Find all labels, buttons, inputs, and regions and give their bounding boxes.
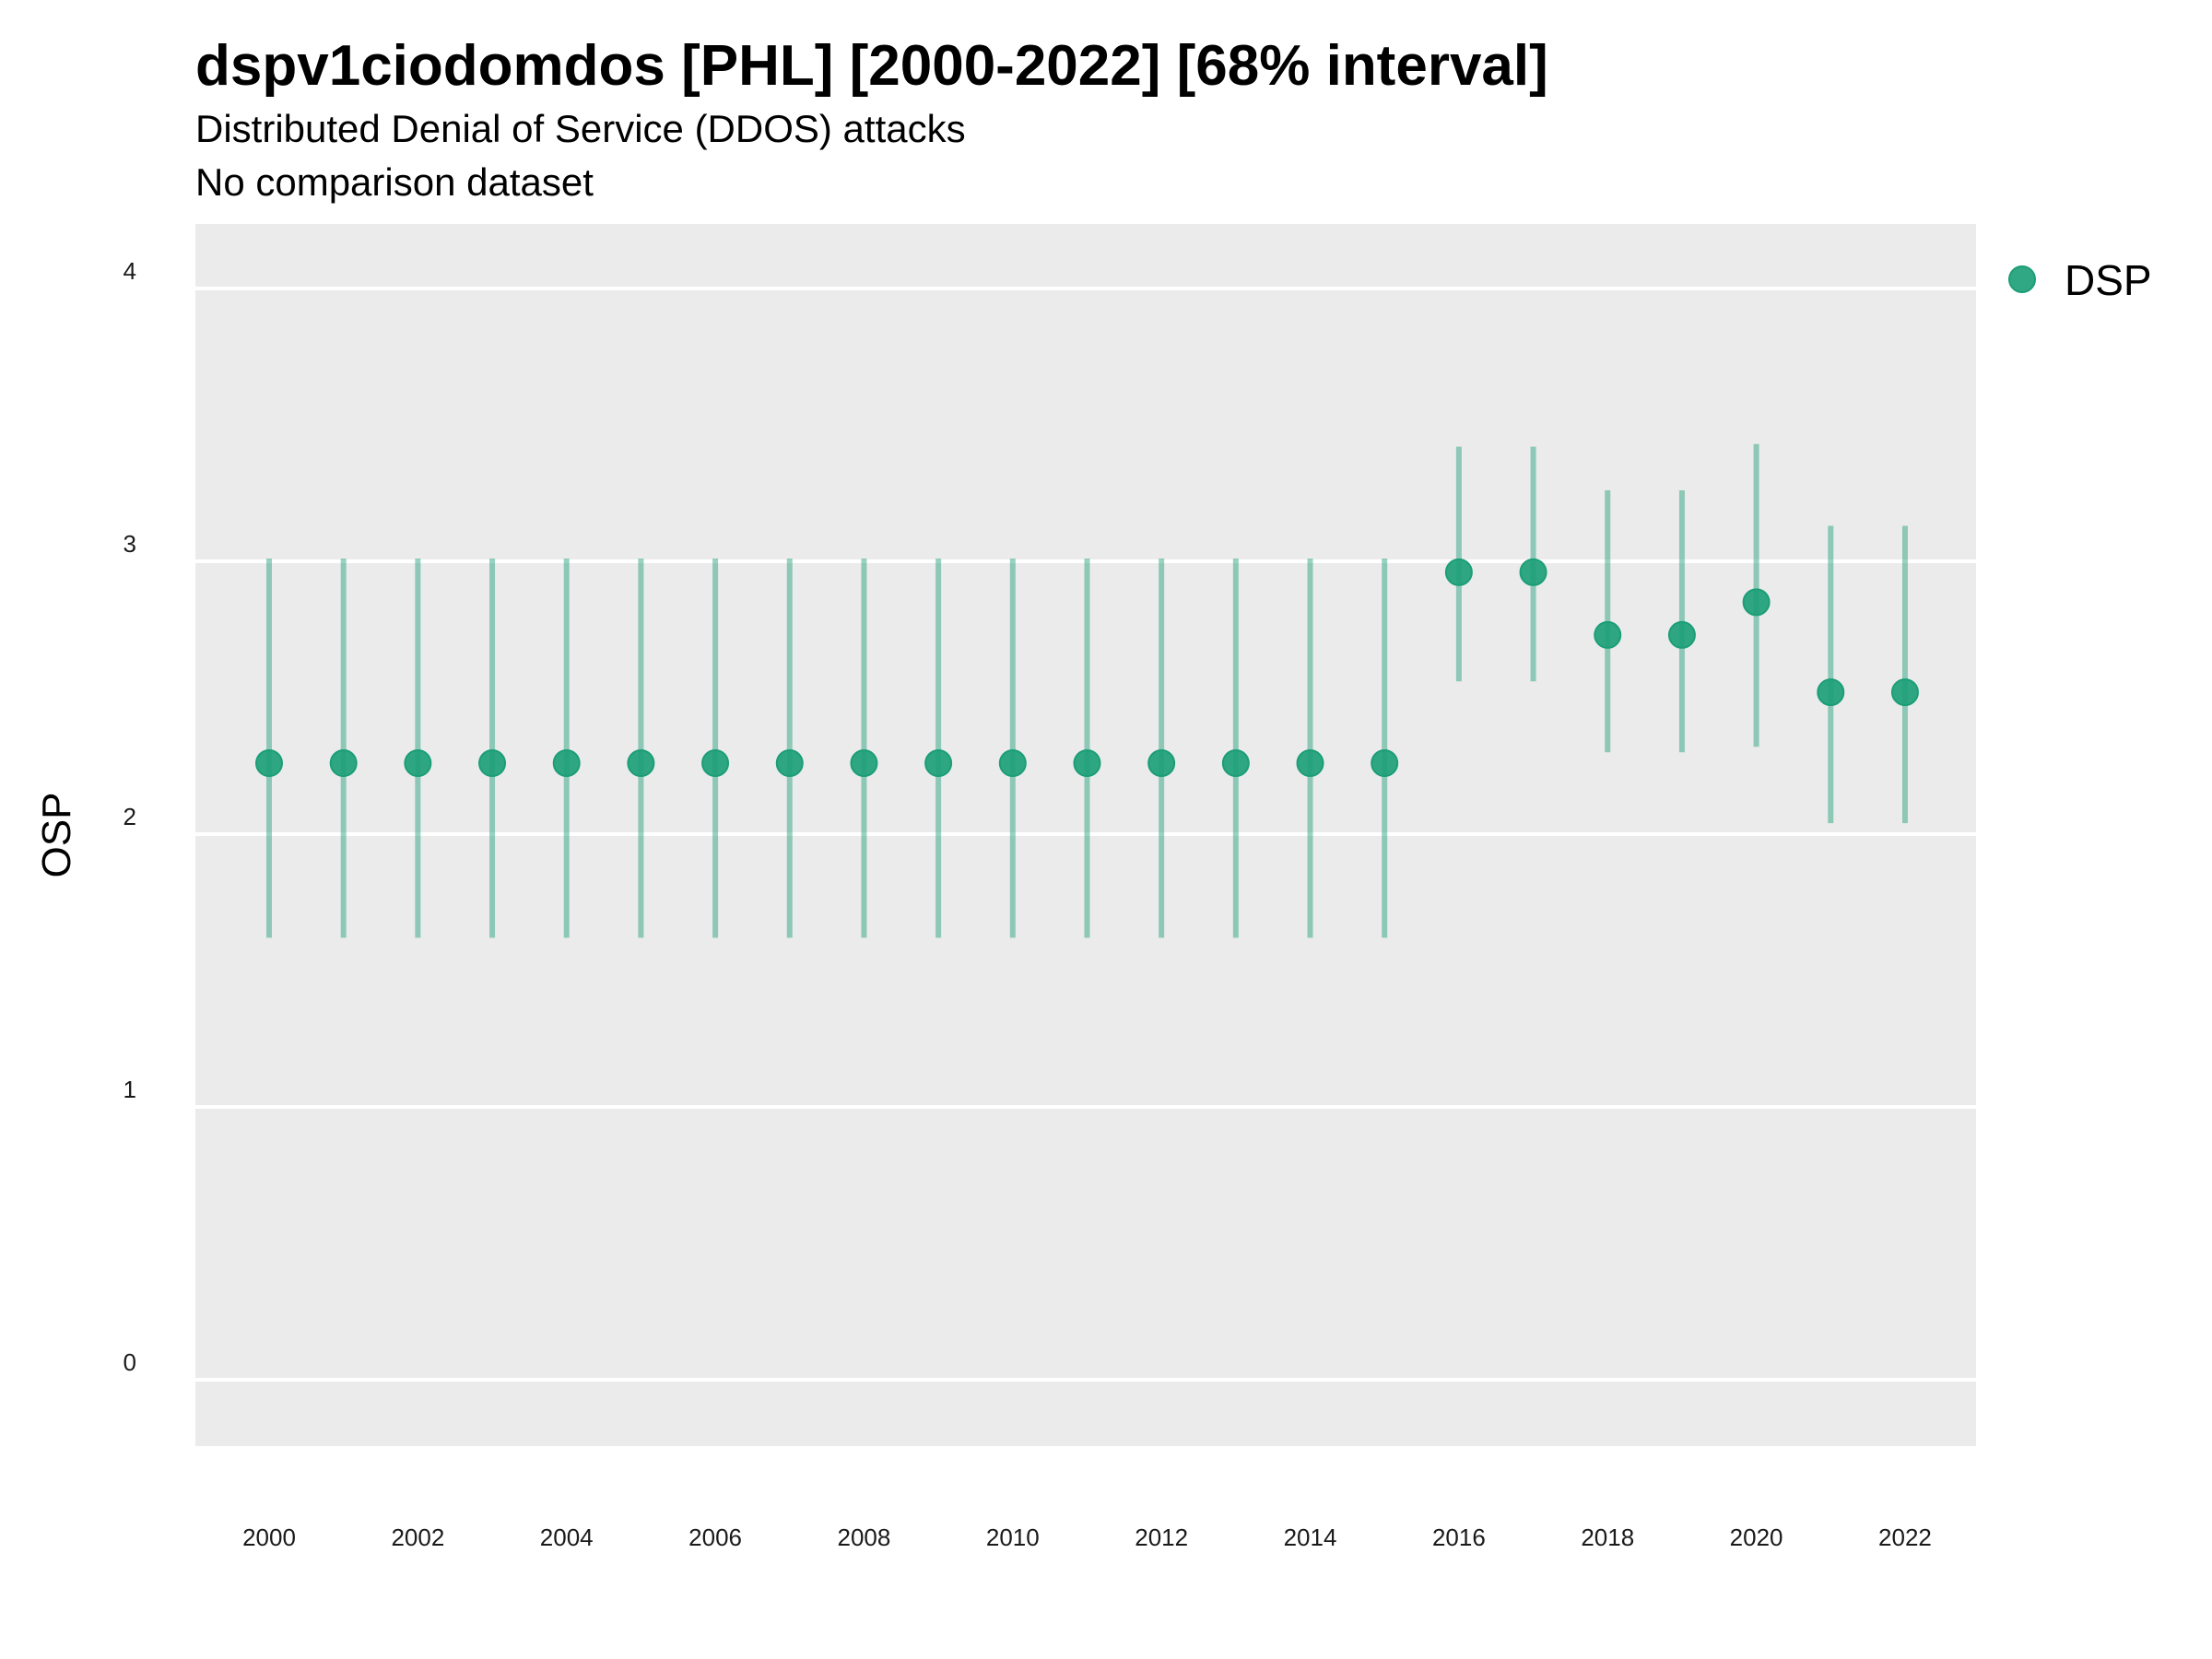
grid-lines [195, 287, 1976, 1382]
data-point-2019 [1667, 620, 1696, 649]
data-point-2022 [1890, 678, 1919, 707]
x-tick-label: 2004 [540, 1524, 594, 1551]
data-point-2012 [1147, 749, 1176, 778]
x-axis-ticks: 2000 2002 2004 2006 2008 2010 2012 2014 2016 2018… [242, 1524, 1932, 1551]
y-tick-label: 0 [124, 1348, 136, 1376]
x-tick-label: 2002 [391, 1524, 444, 1551]
data-point-2021 [1817, 678, 1845, 707]
y-tick-label: 3 [124, 530, 136, 558]
legend-label-dsp: DSP [2065, 256, 2152, 304]
x-tick-label: 2008 [838, 1524, 891, 1551]
y-axis-title: OSP [34, 793, 79, 878]
data-point-2004 [552, 749, 581, 778]
x-tick-label: 2006 [688, 1524, 742, 1551]
data-point-2002 [404, 749, 432, 778]
data-point-2001 [329, 749, 358, 778]
x-tick-label: 2014 [1284, 1524, 1337, 1551]
data-point-2016 [1444, 558, 1473, 586]
data-point-2005 [627, 749, 655, 778]
chart-caption: No comparison dataset [195, 160, 594, 204]
x-tick-label: 2012 [1135, 1524, 1188, 1551]
x-tick-label: 2000 [242, 1524, 296, 1551]
data-point-2015 [1371, 749, 1399, 778]
x-tick-label: 2016 [1432, 1524, 1486, 1551]
chart-title: dspv1ciodomdos [PHL] [2000-2022] [68% in… [195, 34, 1548, 98]
data-point-2013 [1221, 749, 1250, 778]
data-point-2014 [1296, 749, 1324, 778]
legend: DSP [2008, 256, 2152, 304]
x-tick-label: 2022 [1878, 1524, 1932, 1551]
y-tick-label: 1 [124, 1076, 136, 1103]
x-tick-label: 2010 [986, 1524, 1040, 1551]
x-tick-label: 2020 [1730, 1524, 1783, 1551]
data-point-2010 [998, 749, 1027, 778]
y-tick-label: 4 [124, 257, 136, 285]
x-tick-label: 2018 [1581, 1524, 1634, 1551]
data-point-2003 [478, 749, 507, 778]
chart-subtitle: Distributed Denial of Service (DDOS) att… [195, 107, 966, 150]
y-tick-label: 2 [124, 803, 136, 830]
data-point-2009 [924, 749, 953, 778]
y-axis-ticks: 0 1 2 3 4 [124, 257, 136, 1376]
data-point-2008 [850, 749, 878, 778]
data-point-2017 [1519, 558, 1547, 586]
data-point-2000 [255, 749, 283, 778]
data-point-2020 [1742, 588, 1771, 617]
data-point-2006 [701, 749, 730, 778]
series-dsp [255, 443, 1919, 938]
data-point-2011 [1073, 749, 1101, 778]
data-point-2007 [775, 749, 804, 778]
legend-key-dsp [2008, 265, 2036, 293]
data-point-2018 [1594, 620, 1622, 649]
